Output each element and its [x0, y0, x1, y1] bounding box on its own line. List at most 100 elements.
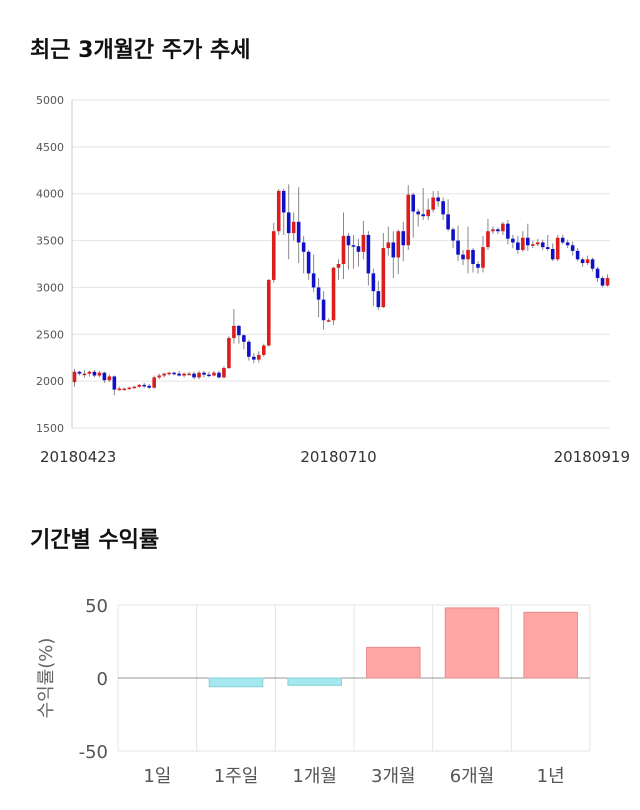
candle-body [276, 190, 281, 232]
candle-body [431, 197, 435, 210]
return-bar [208, 677, 264, 688]
candle-body [291, 221, 296, 234]
candle-body [306, 251, 311, 274]
candle-body [107, 376, 112, 381]
candle-body [336, 264, 341, 268]
candle-body [491, 229, 495, 232]
candle-body [456, 240, 460, 255]
candle-body [331, 267, 336, 321]
candle-body [585, 259, 590, 264]
candle-body [471, 249, 475, 264]
candle-body [296, 221, 301, 243]
candle-body [212, 372, 216, 376]
candle-body [102, 372, 107, 381]
candle-body [326, 320, 331, 322]
candle-body [476, 264, 480, 268]
candle-body [391, 242, 396, 258]
candle-body [446, 214, 450, 230]
price-y-tick-label: 3000 [36, 281, 64, 294]
candle-body [356, 246, 361, 252]
candle-body [77, 371, 82, 374]
candle-body [411, 194, 416, 212]
candle-body [247, 341, 251, 357]
candle-body [182, 373, 186, 376]
candle-body [207, 374, 211, 377]
candle-body [590, 259, 595, 269]
candle-body [421, 214, 425, 217]
return-x-tick-label: 1년 [537, 766, 565, 787]
candle-body [97, 372, 102, 376]
candle-body [192, 373, 196, 378]
candle-body [137, 384, 142, 387]
candle-body [257, 354, 261, 360]
candle-body [346, 235, 351, 246]
price-y-tick-label: 2500 [36, 328, 64, 341]
candle-body [266, 279, 271, 346]
return-chart: 50 0 -50 수익률(%) 1일 1주일 1개월 3개월 6개월 1년 [36, 596, 591, 787]
return-bar [444, 607, 500, 679]
candle-body [222, 368, 226, 378]
candle-body [316, 287, 321, 300]
candle-body [371, 273, 376, 292]
candle-body [142, 384, 147, 387]
candle-body [152, 377, 156, 388]
return-x-tick-label: 1주일 [214, 766, 259, 787]
candle-body [516, 242, 520, 250]
candle-body [162, 373, 166, 376]
candle-body [565, 242, 570, 246]
price-y-tick-label: 4000 [36, 188, 64, 201]
candle-body [550, 249, 555, 260]
candle-body [406, 194, 411, 246]
price-y-tick-label: 2000 [36, 375, 64, 388]
return-chart-title: 기간별 수익률 [30, 528, 160, 553]
candle-body [301, 242, 306, 252]
candle-body [122, 388, 127, 391]
candle-body [381, 248, 386, 308]
return-y-tick-label: -50 [79, 742, 108, 763]
candle-body [167, 372, 171, 375]
candle-body [521, 237, 525, 250]
price-x-tick-label: 20180710 [300, 448, 376, 466]
candle-body [451, 229, 455, 241]
candle-body [496, 229, 500, 232]
candle-body [526, 237, 530, 246]
candle-body [366, 234, 371, 274]
price-y-tick-label: 4500 [36, 141, 64, 154]
candle-body [92, 371, 97, 376]
candle-body [461, 254, 465, 260]
candle-body [127, 387, 132, 390]
candle-body [82, 373, 87, 376]
candle-body [197, 372, 201, 378]
price-y-tick-label: 5000 [36, 94, 64, 107]
candle-body [217, 372, 221, 378]
candle-body [600, 278, 605, 286]
return-y-tick-label: 0 [97, 669, 108, 690]
candle-body [261, 345, 266, 355]
return-x-tick-label: 1일 [143, 766, 171, 787]
return-x-tick-label: 3개월 [371, 766, 416, 787]
candle-body [361, 234, 366, 252]
candle-body [351, 245, 356, 247]
candle-body [376, 291, 381, 308]
candle-body [486, 231, 490, 248]
return-x-tick-label: 1개월 [292, 766, 337, 787]
candle-body [441, 201, 445, 215]
candle-body [595, 268, 600, 279]
candle-body [177, 373, 181, 376]
candle-body [227, 338, 231, 369]
candle-body [252, 356, 256, 360]
candle-body [242, 335, 246, 342]
return-y-axis-label: 수익률(%) [36, 638, 57, 719]
candle-body [172, 372, 176, 375]
candle-body [386, 242, 391, 249]
return-y-tick-label: 50 [85, 596, 108, 617]
price-y-tick-label: 1500 [36, 422, 64, 435]
candle-body [286, 212, 291, 234]
price-x-tick-label: 20180423 [40, 448, 116, 466]
candle-body [401, 231, 406, 246]
candle-body [132, 386, 137, 389]
candle-body [466, 249, 470, 260]
candle-body [311, 273, 316, 288]
candle-body [511, 238, 515, 243]
candle-body [580, 259, 585, 264]
